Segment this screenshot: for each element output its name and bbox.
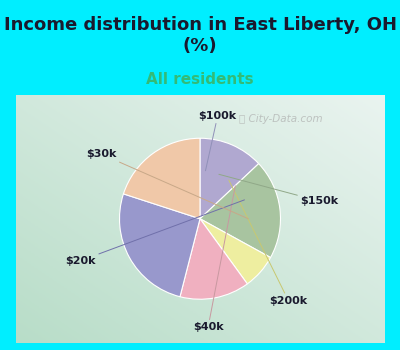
Wedge shape [200,138,259,219]
Wedge shape [180,219,247,299]
Text: $30k: $30k [87,149,248,219]
Text: $200k: $200k [229,180,308,306]
Wedge shape [120,194,200,297]
Text: $100k: $100k [199,111,237,171]
Wedge shape [200,219,270,284]
Text: $150k: $150k [219,174,338,206]
Text: $20k: $20k [66,200,244,266]
Text: ⓘ City-Data.com: ⓘ City-Data.com [239,114,323,124]
Text: Income distribution in East Liberty, OH
(%): Income distribution in East Liberty, OH … [4,16,396,55]
Wedge shape [124,138,200,219]
Wedge shape [200,164,280,258]
Text: $40k: $40k [193,186,235,332]
Text: All residents: All residents [146,72,254,87]
